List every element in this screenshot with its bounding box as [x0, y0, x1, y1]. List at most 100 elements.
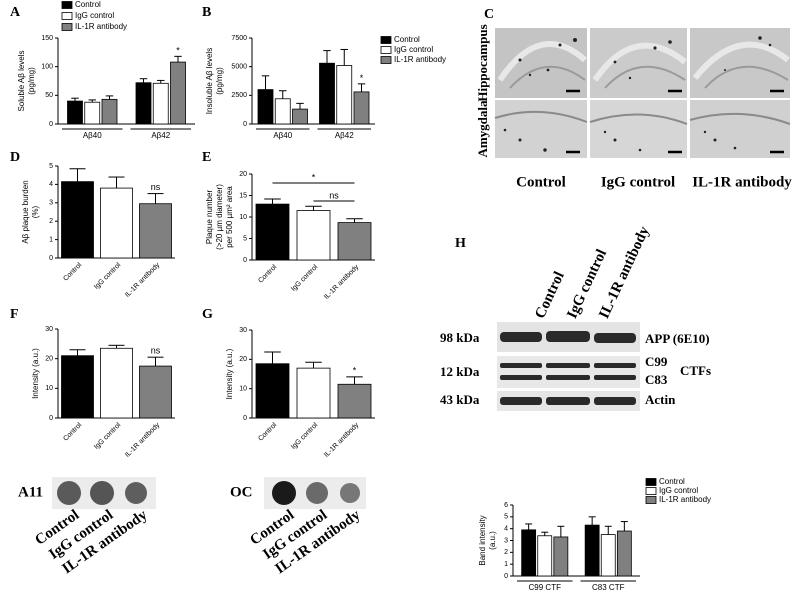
y-tick-label: 5 — [504, 514, 508, 521]
micrographs — [494, 28, 791, 158]
y-tick-label: 20 — [239, 171, 247, 178]
shape — [613, 138, 617, 142]
shape — [125, 482, 147, 504]
blot-label: A11 — [18, 484, 43, 500]
western-blot — [497, 322, 640, 411]
y-tick-label: 2 — [504, 549, 508, 556]
significance: ns — [329, 190, 339, 200]
column-label: IgG control — [601, 174, 675, 190]
y-tick-label: 20 — [45, 356, 53, 363]
shape — [546, 68, 550, 72]
row-label: Hippocampus — [475, 24, 490, 101]
shape — [306, 482, 328, 504]
x-tick-label: IgG control — [290, 421, 319, 450]
bar — [67, 100, 83, 125]
bar — [296, 210, 331, 261]
column-label: Control — [516, 174, 566, 190]
shape — [494, 110, 588, 123]
shape — [713, 138, 717, 142]
y-axis-label: Plaque number — [205, 190, 214, 245]
shape — [589, 113, 688, 125]
y-tick-label: 1 — [504, 561, 508, 568]
y-axis-label: (%) — [31, 205, 40, 218]
y-tick-label: 7500 — [231, 35, 247, 42]
bar — [537, 535, 553, 577]
shape — [500, 375, 542, 380]
y-tick-label: 3 — [504, 537, 508, 544]
y-tick-label: 0 — [504, 573, 508, 580]
x-tick-label: IgG control — [93, 261, 122, 290]
shape — [573, 38, 577, 42]
significance: * — [353, 365, 357, 375]
shape — [340, 483, 360, 503]
shape — [500, 331, 636, 405]
legend-swatch — [645, 478, 657, 486]
bar — [296, 367, 331, 419]
x-tick-label: Control — [62, 261, 83, 282]
bar — [319, 62, 335, 125]
y-axis-label: Intensity (a.u.) — [31, 348, 40, 399]
shape — [528, 73, 532, 77]
significance: * — [360, 73, 364, 83]
shape — [497, 41, 587, 82]
shape — [592, 42, 687, 82]
y-tick-label: 5000 — [231, 64, 247, 71]
shape — [628, 76, 632, 80]
bar — [553, 536, 569, 577]
x-tick-label: Aβ42 — [151, 131, 170, 140]
bar — [292, 108, 308, 125]
legend-swatch — [380, 46, 392, 54]
x-tick-label: IgG control — [93, 421, 122, 450]
legend-swatch — [61, 1, 73, 9]
y-tick-label: 0 — [49, 415, 53, 422]
shape — [509, 65, 586, 89]
dot-blot — [52, 477, 366, 509]
shape — [272, 481, 296, 505]
x-tick-label: Aβ40 — [83, 131, 102, 140]
x-tick-label: Aβ40 — [273, 131, 292, 140]
y-tick-label: 30 — [239, 327, 247, 334]
legend-swatch — [61, 23, 73, 31]
bar — [255, 363, 290, 419]
x-tick-label: IL-1R antibody — [124, 261, 161, 298]
x-tick-label: IL-1R antibody — [323, 263, 360, 300]
y-axis-label: Intensity (a.u.) — [225, 348, 234, 399]
bar — [255, 203, 290, 261]
shape — [594, 363, 636, 368]
x-tick-label: IL-1R antibody — [323, 421, 360, 458]
y-tick-label: 50 — [45, 92, 53, 99]
bar — [336, 65, 353, 125]
y-tick-label: 1 — [49, 236, 53, 243]
bar — [135, 82, 152, 125]
blot-column-label: IL-1R antibody — [596, 224, 653, 321]
y-axis-label: per 500 µm² area — [225, 186, 234, 248]
legend-label: IgG control — [659, 486, 698, 495]
legend-swatch — [645, 496, 657, 504]
bar — [600, 534, 616, 577]
band-label: APP (6E10) — [645, 331, 710, 346]
panel-letter: H — [455, 236, 466, 251]
bar — [337, 383, 372, 419]
y-tick-label: 2500 — [231, 92, 247, 99]
bar — [616, 530, 632, 577]
x-tick-label: IL-1R antibody — [124, 421, 161, 458]
bar — [84, 101, 101, 125]
shape — [594, 375, 636, 380]
y-tick-label: 15 — [239, 192, 247, 199]
x-tick-label: Control — [257, 421, 278, 442]
y-tick-label: 0 — [243, 415, 247, 422]
shape — [703, 130, 707, 134]
bar — [521, 529, 537, 577]
y-tick-label: 5 — [243, 235, 247, 242]
significance: * — [176, 46, 180, 56]
shape — [638, 148, 642, 152]
legend-label: IL-1R antibody — [394, 55, 446, 64]
y-axis-label: Soluble Aβ levels — [17, 50, 26, 111]
y-tick-label: 150 — [41, 35, 53, 42]
shape — [543, 148, 547, 152]
legend-swatch — [380, 56, 392, 64]
legend-swatch — [380, 36, 392, 44]
y-tick-label: 10 — [239, 214, 247, 221]
x-tick-label: C99 CTF — [529, 583, 562, 592]
